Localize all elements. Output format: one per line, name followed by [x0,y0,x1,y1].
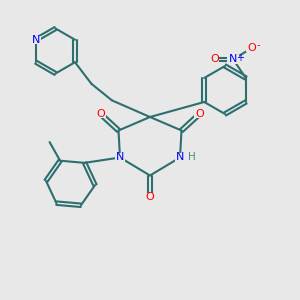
Bar [210,55,219,64]
Text: O: O [195,109,204,119]
Bar [175,153,185,162]
Text: N: N [32,35,40,45]
Bar [194,110,205,118]
Bar [32,36,40,44]
Text: O: O [96,109,105,119]
Text: +: + [236,53,244,63]
Text: N: N [176,152,184,163]
Text: N: N [116,152,124,163]
Bar [227,55,239,64]
Bar [115,153,125,162]
Text: O: O [248,43,256,53]
Bar [95,110,106,118]
Bar [246,44,257,52]
Text: -: - [256,40,260,50]
Text: N: N [229,54,237,64]
Bar [145,193,155,201]
Text: O: O [210,54,219,64]
Text: O: O [146,192,154,202]
Text: H: H [188,152,195,163]
